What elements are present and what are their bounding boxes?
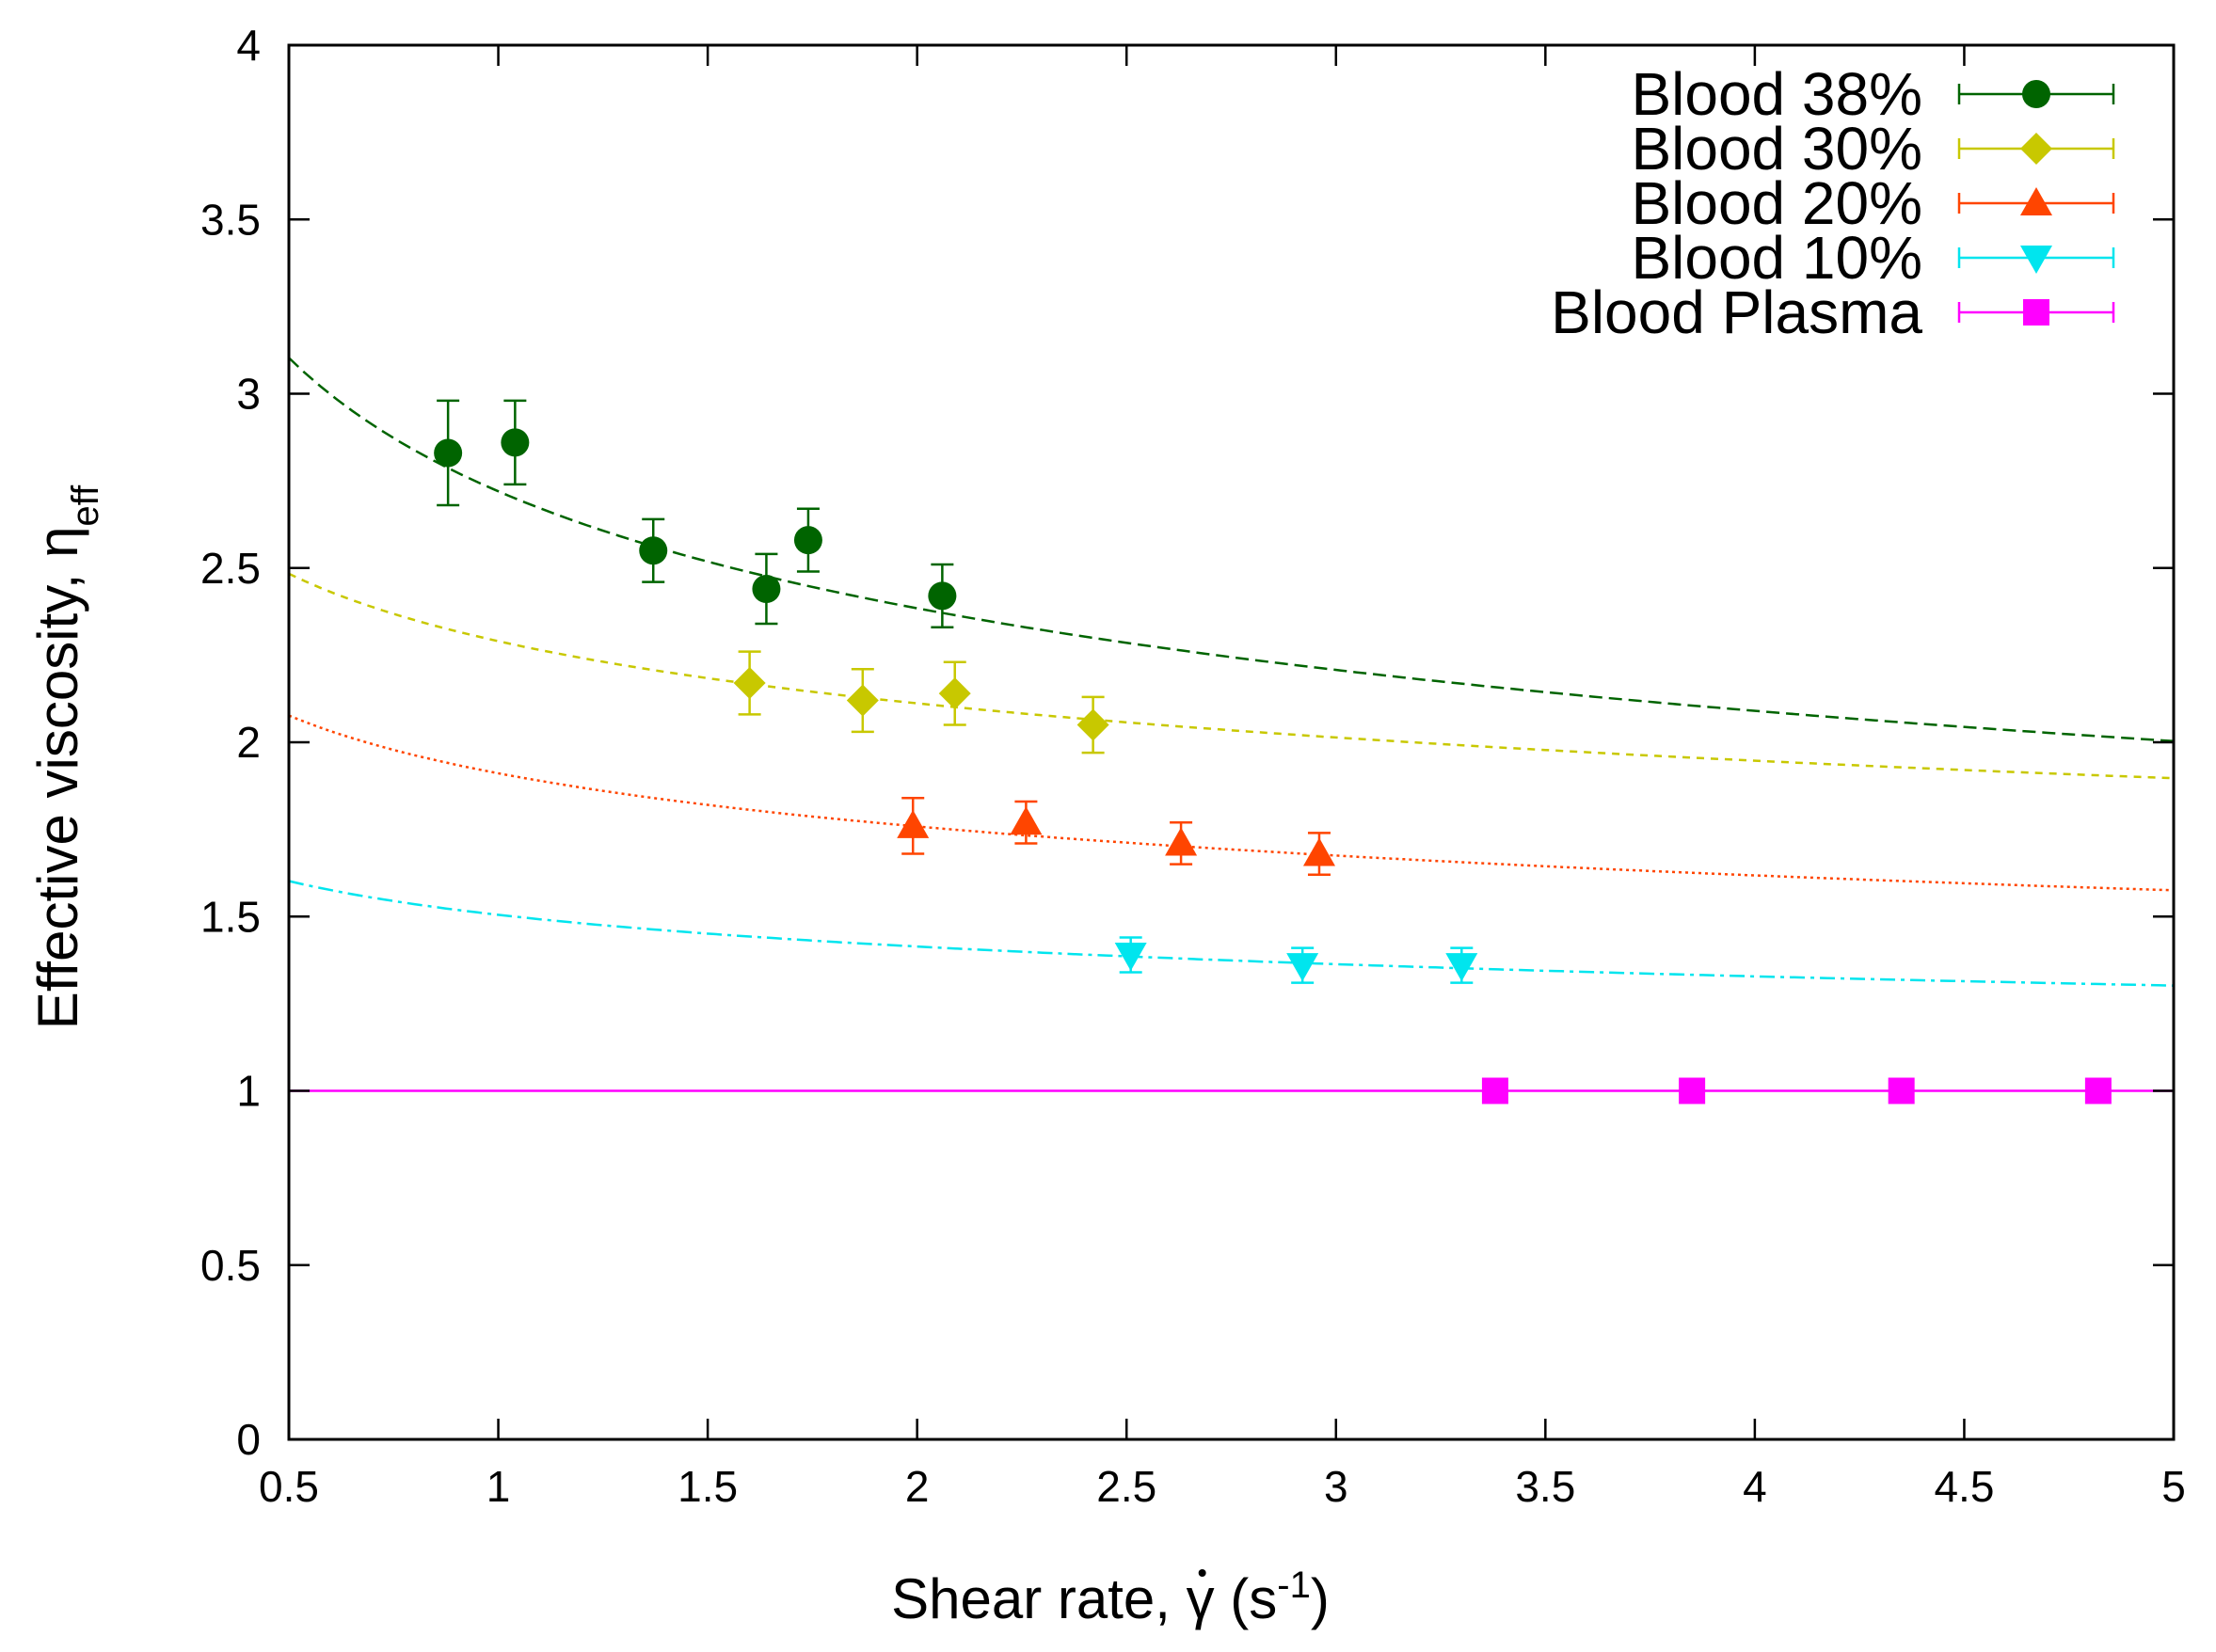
y-tick-label: 3	[236, 370, 261, 419]
data-point-blood-30	[938, 677, 971, 710]
y-axis-label: Effective viscosity, ηeff	[26, 484, 106, 1029]
data-markers	[434, 428, 2112, 1104]
y-tick-labels: 0 0.5 1 1.5 2 2.5 3 3.5 4	[200, 21, 261, 1464]
x-tick-label: 1.5	[678, 1462, 738, 1511]
legend-label: Blood 30%	[1631, 115, 1922, 183]
legend-marker	[2020, 246, 2052, 274]
data-point-blood-10	[1286, 953, 1319, 982]
x-tick-label: 4	[1743, 1462, 1767, 1511]
y-tick-label: 4	[236, 21, 261, 70]
legend-marker	[2022, 80, 2050, 108]
legend-label: Blood 10%	[1631, 224, 1922, 292]
x-tick-label: 1	[486, 1462, 511, 1511]
legend-label: Blood 20%	[1631, 169, 1922, 237]
data-point-blood-20	[1010, 806, 1043, 835]
x-axis-label: Shear rate, γ (s-1)	[891, 1565, 1330, 1630]
y-tick-label: 1	[236, 1067, 261, 1116]
fit-curve-blood-38	[288, 357, 2175, 742]
data-point-blood-30	[1076, 708, 1109, 741]
data-point-blood-38	[752, 574, 781, 603]
legend-entry-blood-30: Blood 30%	[1631, 115, 2115, 183]
legend: Blood 38%Blood 30%Blood 20%Blood 10%Bloo…	[1551, 60, 2115, 346]
data-point-blood-plasma	[2084, 1077, 2112, 1104]
data-point-blood-38	[793, 526, 822, 555]
data-point-blood-38	[501, 428, 530, 457]
data-point-blood-30	[733, 667, 766, 700]
y-tick-label: 2	[236, 718, 261, 767]
gamma-dot-accent	[1198, 1569, 1206, 1577]
legend-entry-blood-38: Blood 38%	[1631, 60, 2115, 128]
x-tick-label: 2.5	[1096, 1462, 1156, 1511]
x-tick-label: 3.5	[1515, 1462, 1575, 1511]
data-point-blood-plasma	[1888, 1077, 1915, 1104]
legend-marker	[2020, 133, 2052, 165]
legend-entry-blood-plasma: Blood Plasma	[1551, 278, 2115, 346]
legend-entry-blood-20: Blood 20%	[1631, 169, 2115, 237]
data-point-blood-plasma	[1481, 1077, 1508, 1104]
y-tick-label: 0.5	[200, 1241, 261, 1290]
legend-marker	[2020, 187, 2052, 215]
x-axis-label-exponent: -1	[1277, 1565, 1311, 1606]
data-point-blood-10	[1114, 943, 1147, 972]
y-tick-label: 1.5	[200, 892, 261, 941]
legend-label: Blood Plasma	[1551, 278, 1922, 346]
data-point-blood-20	[897, 809, 930, 838]
x-tick-label: 0.5	[259, 1462, 319, 1511]
x-tick-labels: 0.5 1 1.5 2 2.5 3 3.5 4 4.5 5	[259, 1462, 2186, 1511]
y-axis-label-subscript: eff	[65, 484, 106, 527]
axis-ticks	[287, 43, 2176, 1441]
legend-entry-blood-10: Blood 10%	[1631, 224, 2115, 292]
legend-marker	[2023, 299, 2049, 326]
y-tick-label: 2.5	[200, 544, 261, 593]
data-point-blood-38	[639, 536, 668, 565]
y-tick-label: 0	[236, 1415, 261, 1464]
y-tick-label: 3.5	[200, 195, 261, 244]
fit-curve-blood-10	[288, 880, 2175, 987]
data-point-blood-38	[434, 438, 463, 468]
fit-curve-blood-20	[288, 714, 2175, 892]
legend-label: Blood 38%	[1631, 60, 1922, 128]
gamma-dot-symbol: γ	[1187, 1567, 1215, 1630]
data-point-blood-10	[1445, 953, 1478, 982]
fit-curve-blood-30	[288, 572, 2175, 780]
x-tick-label: 2	[905, 1462, 930, 1511]
fit-curves	[288, 357, 2175, 1092]
data-point-blood-38	[928, 581, 957, 611]
x-tick-label: 5	[2161, 1462, 2186, 1511]
data-point-blood-30	[846, 684, 879, 717]
x-tick-label: 3	[1324, 1462, 1348, 1511]
x-tick-label: 4.5	[1934, 1462, 1994, 1511]
data-point-blood-20	[1165, 827, 1198, 856]
data-point-blood-20	[1302, 837, 1335, 866]
data-point-blood-plasma	[1679, 1077, 1706, 1104]
